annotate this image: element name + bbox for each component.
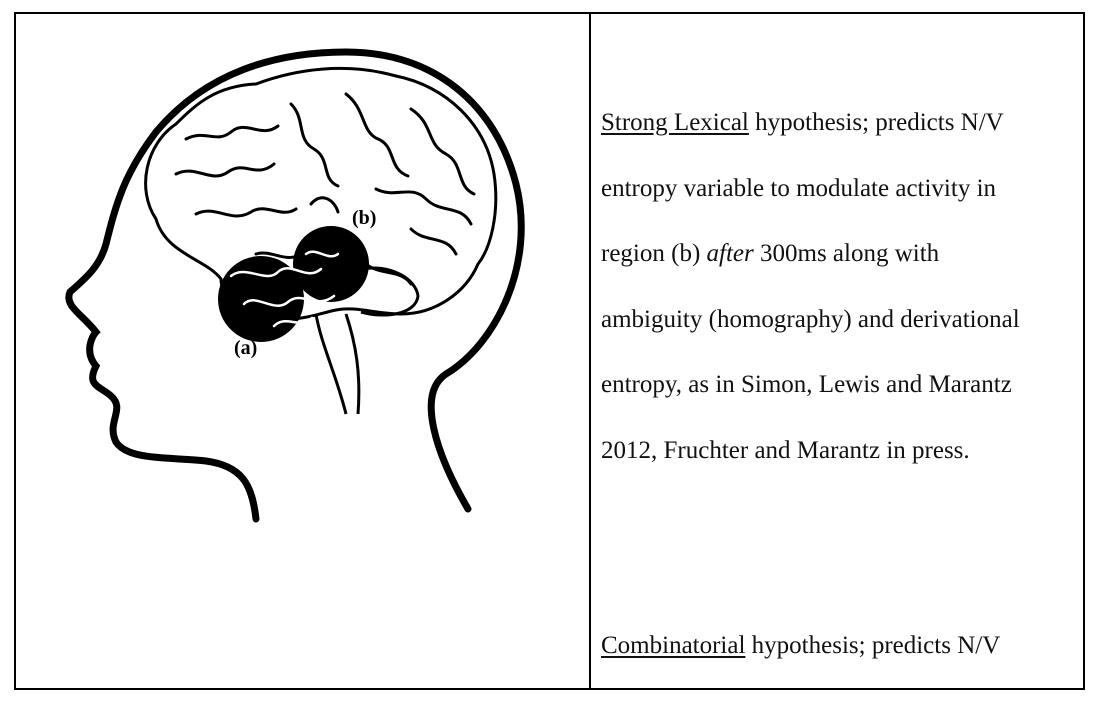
head-outline (65, 48, 525, 523)
text-line: entropy, as in Simon, Lewis and Marantz (601, 371, 1012, 398)
column-divider (589, 14, 591, 688)
brainstem (314, 313, 361, 415)
text-line: region (b) after 300ms along with (601, 240, 940, 267)
cerebellum (360, 266, 420, 317)
strong-lexical-paragraph: Strong Lexical hypothesis; predicts N/V … (601, 90, 1076, 483)
combinatorial-paragraph: Combinatorial hypothesis; predicts N/V (601, 632, 1001, 659)
region-b-label: (b) (352, 207, 376, 229)
emphasis-after: after (706, 240, 754, 267)
region-folds (229, 250, 340, 328)
text-line: entropy variable to modulate activity in (601, 174, 997, 202)
head-brain-illustration: (a) (b) (65, 48, 525, 523)
region-a-label: (a) (234, 337, 257, 359)
text-line: 2012, Fruchter and Marantz in press. (601, 436, 970, 464)
brain-figure-cell: (a) (b) (16, 14, 589, 688)
strong-lexical-term: Strong Lexical (601, 109, 749, 136)
combinatorial-term: Combinatorial (601, 632, 746, 659)
hypotheses-text-cell: Strong Lexical hypothesis; predicts N/V … (601, 90, 1076, 679)
text-line: ambiguity (homography) and derivational (601, 305, 1020, 333)
two-column-table: (a) (b) Strong Lexical hypothesis; predi… (14, 12, 1085, 690)
region-b-marker (293, 226, 369, 302)
